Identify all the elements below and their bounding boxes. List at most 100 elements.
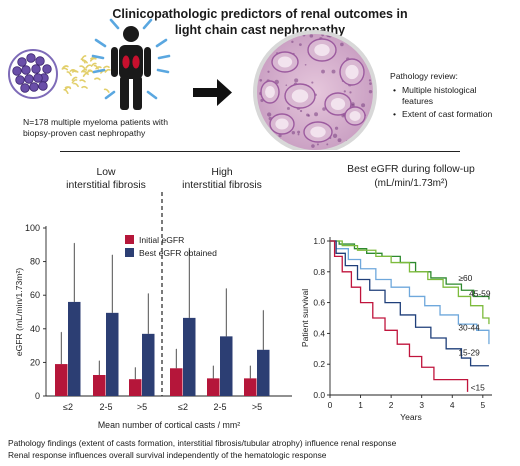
tissue-nucleus	[278, 134, 282, 138]
radiation-ray	[104, 90, 116, 100]
tissue-nucleus	[264, 38, 269, 42]
tissue-nucleus	[291, 131, 296, 135]
marrow-cell	[12, 66, 22, 76]
tissue-nucleus	[368, 89, 373, 94]
footer-line-1: Pathology findings (extent of casts form…	[8, 438, 397, 448]
marrow-cell	[15, 75, 25, 85]
curve-label: ≥60	[458, 273, 472, 283]
protein-strand	[81, 85, 88, 89]
tissue-nucleus	[285, 84, 288, 87]
y-tick-label: 80	[30, 257, 40, 267]
tissue-nucleus	[271, 34, 276, 39]
y-tick-label: 1.0	[313, 236, 325, 246]
pathology-review: Pathology review: • Multiple histologica…	[390, 71, 518, 120]
bar	[68, 301, 81, 396]
marrow-cell	[20, 83, 30, 93]
tissue-nucleus	[273, 142, 278, 147]
radiation-ray	[92, 68, 106, 74]
protein-strand	[64, 86, 71, 91]
top-illustration	[8, 18, 377, 150]
marrow-cell	[24, 74, 34, 84]
tissue-nucleus	[334, 126, 339, 130]
tissue-nucleus	[331, 69, 336, 74]
x-axis-label: Years	[400, 412, 422, 422]
tissue-nucleus	[307, 114, 311, 117]
legend-swatch	[125, 235, 134, 244]
bar	[257, 349, 270, 396]
protein-strand	[79, 65, 86, 70]
tissue-nucleus	[297, 133, 300, 136]
protein-strand	[79, 79, 86, 83]
marrow-cell	[17, 57, 27, 67]
tissue-nucleus	[299, 43, 302, 47]
tissue-nucleus	[343, 90, 346, 93]
survival-curve	[330, 240, 489, 367]
tissue-nucleus	[263, 131, 267, 135]
survival-curve	[330, 240, 469, 392]
y-tick-label: 0.6	[313, 298, 325, 308]
survival-curve	[330, 240, 490, 300]
section-divider	[60, 151, 460, 152]
tissue-nucleus	[299, 109, 303, 113]
protein-strand	[71, 79, 78, 84]
radiation-ray	[142, 18, 153, 30]
marrow-cell	[42, 64, 52, 74]
pathology-bullet: • Extent of cast formation	[393, 109, 493, 119]
x-tick-label: 2-5	[213, 402, 226, 412]
protein-strand	[95, 66, 102, 70]
tissue-nucleus	[369, 82, 372, 85]
tissue-nucleus	[255, 138, 259, 142]
curve-label: 30-44	[458, 322, 480, 332]
y-axis-label: Patient survival	[300, 289, 310, 347]
tissue-nucleus	[267, 70, 270, 73]
protein-strand	[83, 70, 89, 76]
bar	[183, 317, 196, 396]
marrow-cell	[35, 56, 45, 66]
bar	[93, 375, 106, 396]
x-tick-label: 0	[328, 400, 333, 410]
y-tick-label: 100	[25, 223, 40, 233]
tissue-nucleus	[314, 112, 319, 117]
tissue-nucleus	[368, 79, 372, 82]
tubule-lumen	[277, 56, 293, 68]
y-axis-label: eGFR (mL/min/1.73m²)	[14, 268, 24, 356]
bone-marrow-cells-icon	[8, 49, 58, 99]
tubule-lumen	[310, 126, 326, 138]
bar	[244, 378, 257, 396]
tissue-nucleus	[366, 33, 370, 38]
tissue-nucleus	[326, 143, 329, 146]
protein-strand	[94, 77, 101, 81]
marrow-cell	[29, 82, 39, 92]
patient-kidney-icon	[91, 18, 171, 110]
tissue-nucleus	[340, 42, 344, 47]
radiation-ray	[109, 18, 120, 30]
y-tick-label: 0.0	[313, 390, 325, 400]
tubule-lumen	[349, 111, 361, 121]
marrow-cell	[21, 65, 31, 75]
radiation-ray	[157, 54, 171, 60]
tissue-nucleus	[264, 39, 267, 42]
radiation-ray	[91, 54, 105, 60]
light-chain-protein-icon	[61, 55, 111, 95]
protein-strand	[81, 68, 88, 73]
kidney-biopsy-histology-icon	[253, 30, 377, 150]
footer-line-2: Renal response influences overall surviv…	[8, 450, 327, 460]
bar	[55, 364, 68, 396]
bullet-dot-icon: •	[393, 109, 397, 119]
bullet-dot-icon: •	[393, 85, 397, 95]
protein-strand	[103, 88, 110, 93]
tissue-nucleus	[363, 133, 366, 135]
protein-strand	[70, 68, 78, 73]
y-tick-label: 20	[30, 357, 40, 367]
survival-curve	[330, 240, 490, 325]
survival-curve	[330, 240, 490, 345]
x-tick-label: >5	[252, 402, 262, 412]
y-tick-label: 0.2	[313, 359, 325, 369]
tissue-nucleus	[294, 78, 299, 83]
marrow-cell	[33, 73, 43, 83]
tubule-lumen	[275, 118, 289, 130]
x-tick-label: 5	[480, 400, 485, 410]
x-tick-label: 2	[389, 400, 394, 410]
protein-strand	[85, 64, 92, 69]
group-title: interstitial fibrosis	[66, 180, 146, 191]
